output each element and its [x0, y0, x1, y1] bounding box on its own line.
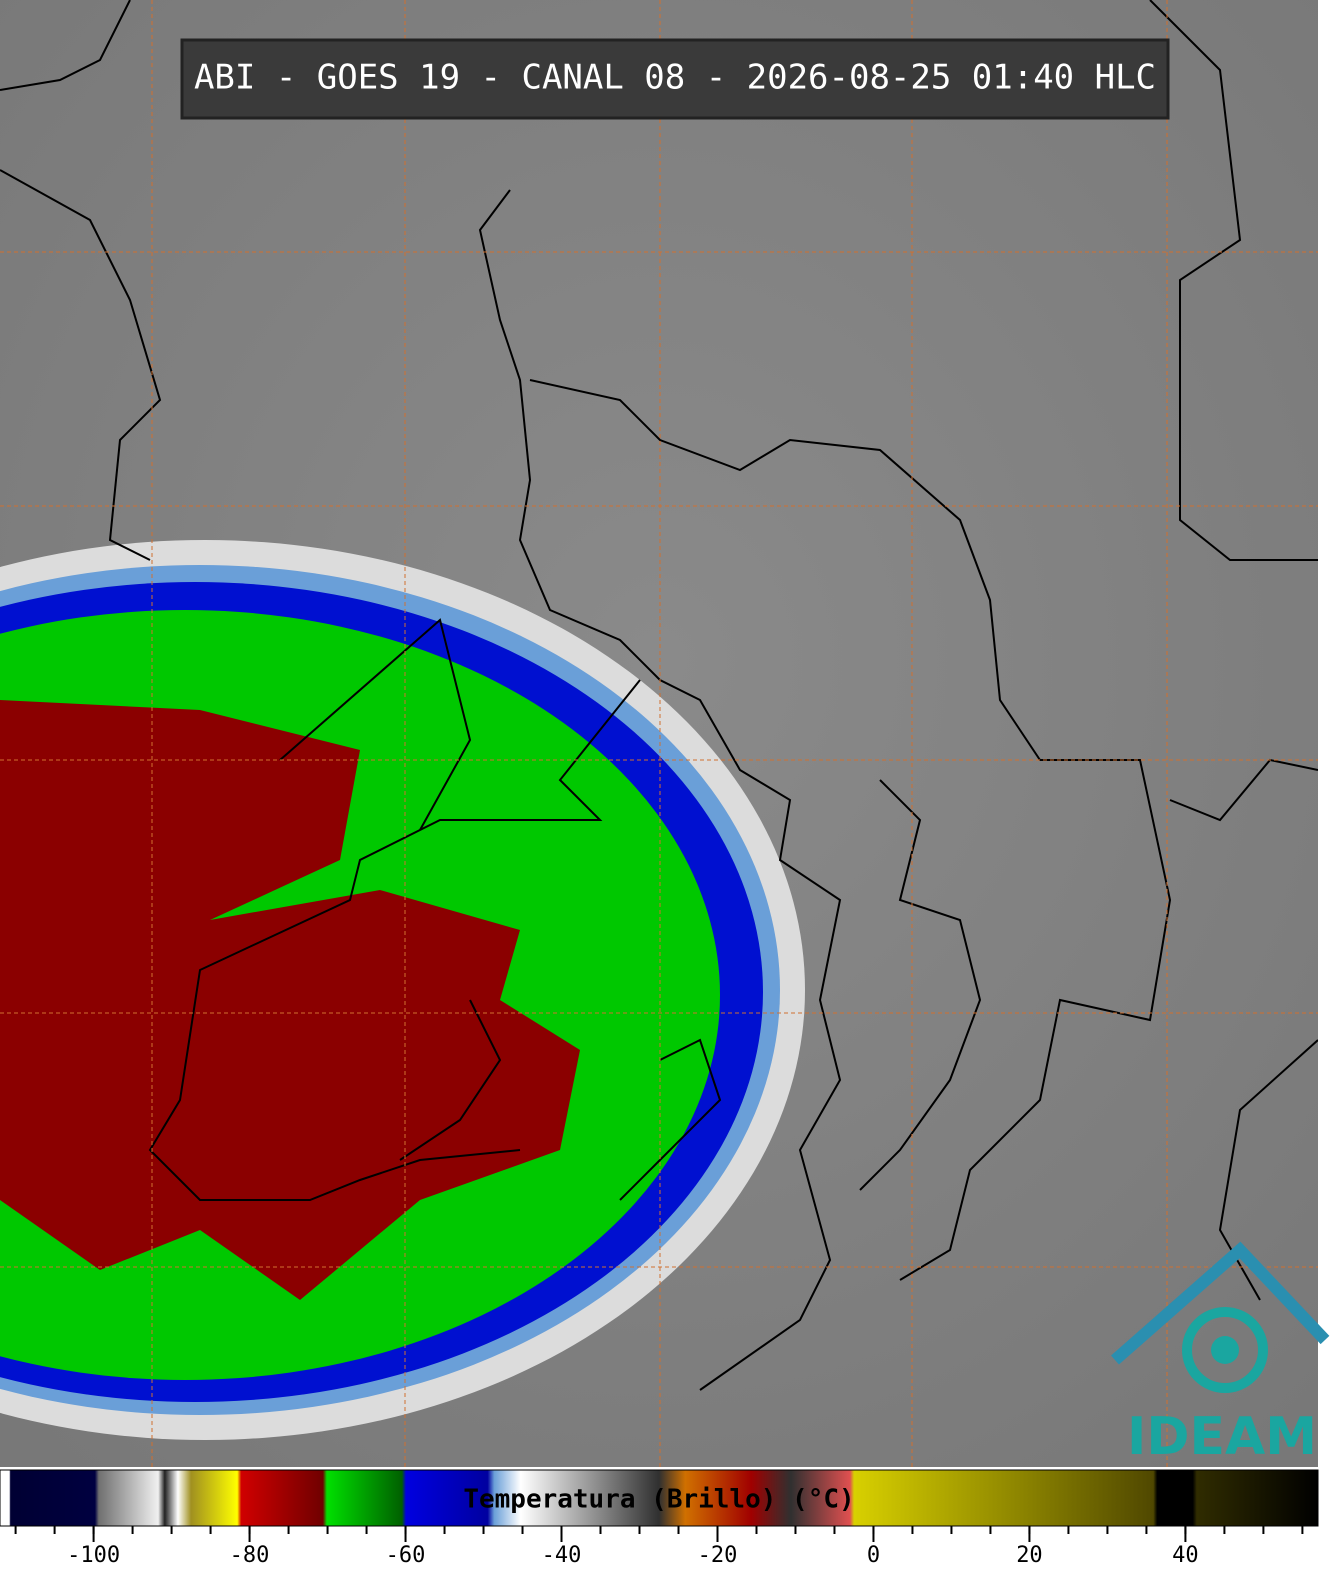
borders: [0, 0, 1318, 1391]
tick-label: -20: [698, 1543, 738, 1568]
tick-label: 20: [1016, 1543, 1043, 1568]
cloud-coldest: [0, 700, 580, 1300]
logo-roof: [1111, 1241, 1330, 1365]
tick-label: -60: [386, 1543, 426, 1568]
colorbar-label: Temperatura (Brillo) (°C): [463, 1485, 854, 1515]
logo-pupil: [1211, 1336, 1239, 1364]
colorbar-axis: -100 -80 -60 -40 -20 0 20 40: [14, 1526, 1304, 1568]
colorbar: [0, 1469, 1319, 1527]
logo-text: IDEAM: [1127, 1407, 1317, 1467]
title-box: [180, 38, 1170, 120]
tick-label: -100: [67, 1543, 120, 1568]
tick-label: 40: [1172, 1543, 1199, 1568]
graticule: [0, 0, 1318, 1467]
tick-label: -40: [542, 1543, 582, 1568]
title: ABI - GOES 19 - CANAL 08 - 2026-08-25 01…: [194, 58, 1156, 98]
logo: IDEAM: [1111, 1241, 1330, 1467]
satellite-image: [0, 0, 1318, 1467]
tick-label: 0: [867, 1543, 880, 1568]
tick-label: -80: [230, 1543, 270, 1568]
logo-eye: [1182, 1307, 1268, 1393]
